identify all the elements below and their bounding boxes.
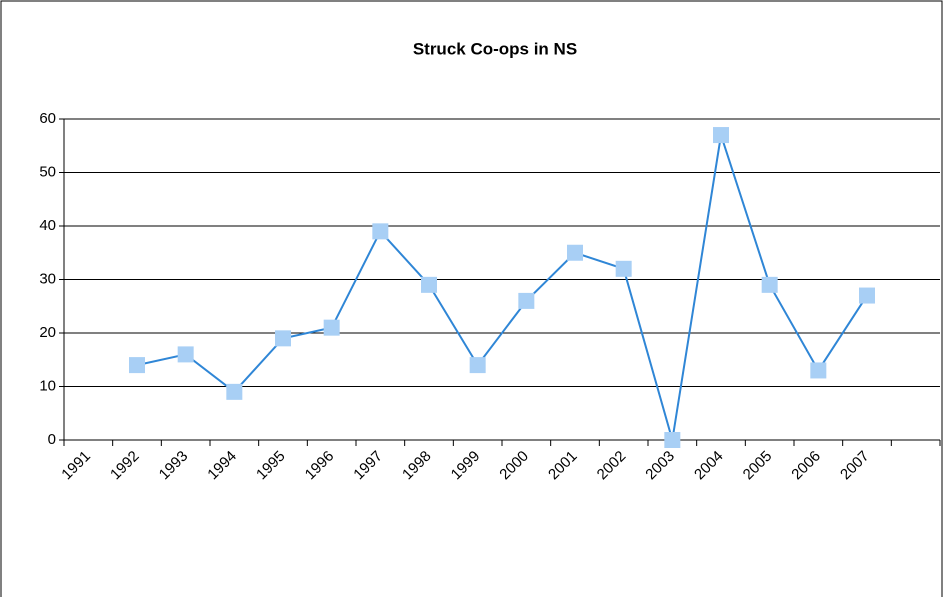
y-tick-label: 0 (48, 431, 56, 448)
data-marker (226, 383, 243, 400)
y-tick-label: 10 (39, 377, 56, 394)
data-marker (761, 276, 778, 293)
y-tick-label: 30 (39, 270, 56, 287)
data-marker (129, 357, 145, 374)
data-marker (664, 432, 681, 448)
y-tick-label: 50 (39, 163, 56, 180)
data-marker (275, 330, 291, 347)
data-marker (713, 127, 729, 144)
y-tick-label: 40 (39, 217, 56, 234)
data-marker (177, 346, 194, 363)
chart-title: Struck Co-ops in NS (413, 39, 577, 58)
data-marker (615, 260, 632, 277)
data-marker (372, 223, 389, 240)
y-tick-label: 20 (39, 324, 56, 341)
data-marker (323, 319, 340, 336)
y-tick-label: 60 (39, 110, 56, 127)
data-marker (518, 292, 535, 309)
data-marker (421, 276, 437, 293)
data-marker (567, 244, 583, 261)
data-line (136, 134, 868, 441)
data-marker (469, 357, 486, 374)
data-marker (859, 287, 875, 304)
data-marker (810, 362, 827, 379)
